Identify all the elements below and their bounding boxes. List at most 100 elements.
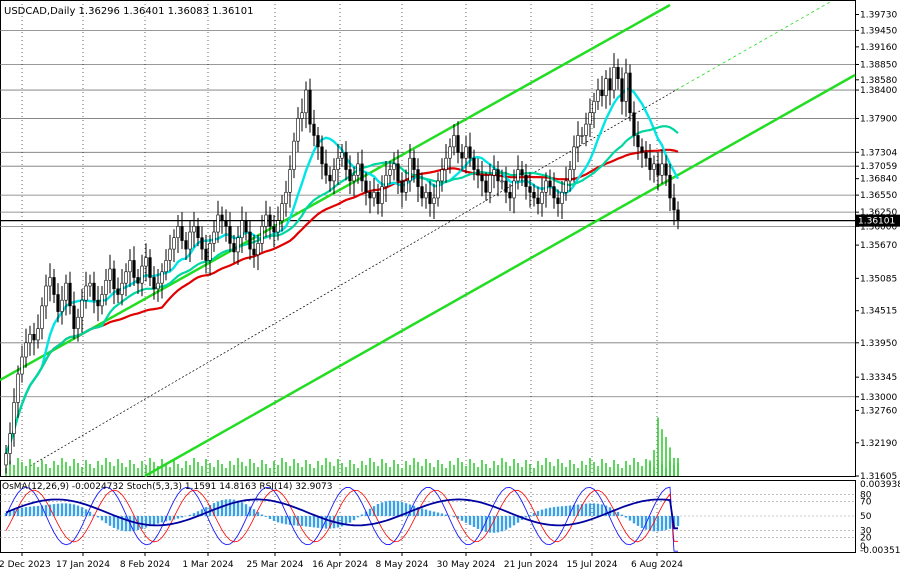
y-tick-label: 1.37059: [860, 162, 897, 172]
candle-body: [348, 169, 352, 182]
y-tick-label: 1.31605: [860, 472, 897, 482]
candle-body: [604, 78, 608, 97]
candle-body: [232, 243, 236, 253]
candle-body: [616, 67, 620, 79]
y-tick-label: 1.32760: [860, 406, 897, 416]
candle-body: [496, 169, 500, 182]
candle-body: [520, 169, 524, 176]
candle-body: [532, 191, 536, 199]
candle-body: [448, 146, 452, 159]
candle-body: [332, 169, 336, 182]
candle-body: [456, 135, 460, 153]
candle-body: [60, 299, 64, 312]
candle-body: [352, 174, 356, 182]
y-tick-label: 1.33345: [860, 373, 897, 383]
candle-body: [252, 248, 256, 256]
chart-background: [0, 0, 856, 553]
candle-body: [224, 220, 228, 227]
x-tick-label: 16 Apr 2024: [312, 560, 368, 570]
candle-body: [256, 243, 260, 256]
candle-body: [100, 294, 104, 307]
current-price-box: [855, 214, 900, 227]
candle-body: [204, 248, 208, 261]
candle-body: [272, 226, 276, 233]
candle-body: [64, 282, 68, 301]
candle-body: [432, 197, 436, 204]
candle-body: [412, 157, 416, 170]
candle-body: [92, 282, 96, 301]
channel-projection-line: [675, 1, 831, 91]
x-tick-label: 8 May 2024: [376, 560, 429, 570]
candle-body: [236, 237, 240, 253]
y-tick-label: 1.39730: [860, 10, 897, 20]
candle-body: [148, 257, 152, 278]
y-tick-label: 1.35085: [860, 274, 897, 284]
indicator-axis-label: -0.003510: [860, 546, 900, 556]
candle-body: [136, 277, 140, 284]
candle-body: [560, 191, 564, 204]
candle-body: [524, 174, 528, 187]
rsi-line: [5, 498, 678, 530]
candle-body: [172, 237, 176, 250]
candlesticks: [4, 53, 680, 474]
candle-body: [416, 169, 420, 187]
y-tick-label: 1.32190: [860, 439, 897, 449]
y-tick-label: 1.33000: [860, 393, 897, 403]
candle-body: [376, 191, 380, 204]
price-axis: 1.39730 1.39450 1.39160 1.38850 1.385801.384…: [855, 10, 900, 482]
candle-body: [464, 146, 468, 159]
candle-body: [548, 180, 552, 187]
time-axis: 12 Dec 2023 17 Jan 2024 8 Feb 2024 1 Mar 20…: [0, 552, 683, 570]
x-tick-label: 6 Aug 2024: [631, 560, 683, 570]
y-tick-label: 1.37304: [860, 148, 897, 158]
candle-body: [228, 226, 232, 244]
candle-body: [188, 231, 192, 250]
candle-body: [668, 174, 672, 199]
price-pane-border: [0, 0, 856, 477]
y-tick-label: 1.38580: [860, 76, 897, 86]
candle-body: [444, 157, 448, 170]
candle-body: [276, 220, 280, 233]
candle-body: [88, 282, 92, 287]
candle-body: [48, 277, 52, 287]
candle-body: [564, 180, 568, 193]
stoch-signal-line: [5, 489, 678, 543]
candle-body: [124, 271, 128, 284]
candle-body: [68, 282, 72, 307]
stoch-main-line: [5, 486, 678, 552]
candle-body: [624, 72, 628, 102]
candle-body: [440, 169, 444, 182]
candle-body: [120, 282, 124, 295]
candle-body: [480, 174, 484, 182]
y-tick-label: 1.36550: [860, 191, 897, 201]
candle-body: [296, 118, 300, 142]
candle-body: [104, 280, 108, 295]
channel-upper-line: [0, 3, 671, 382]
indicator-axis-label: 20: [860, 534, 872, 544]
current-price-label: 1.36101: [858, 217, 895, 227]
candle-body: [452, 135, 456, 148]
candle-body: [156, 282, 160, 290]
candle-body: [584, 123, 588, 136]
candle-body: [292, 140, 296, 170]
candle-body: [304, 89, 308, 114]
candle-body: [184, 240, 188, 250]
candle-body: [80, 299, 84, 318]
candle-body: [380, 186, 384, 204]
candle-body: [16, 373, 20, 403]
candle-body: [556, 197, 560, 204]
y-tick-label: 1.35670: [860, 241, 897, 251]
candle-body: [572, 146, 576, 170]
candle-body: [200, 237, 204, 250]
candle-body: [420, 186, 424, 199]
candle-body: [588, 112, 592, 125]
candle-body: [468, 146, 472, 159]
candle-body: [484, 180, 488, 193]
candle-body: [212, 231, 216, 244]
candle-body: [516, 169, 520, 182]
candle-body: [288, 169, 292, 193]
candle-body: [8, 433, 12, 454]
candle-body: [32, 333, 36, 341]
candle-body: [152, 277, 156, 290]
y-tick-label: 1.39450: [860, 26, 897, 36]
